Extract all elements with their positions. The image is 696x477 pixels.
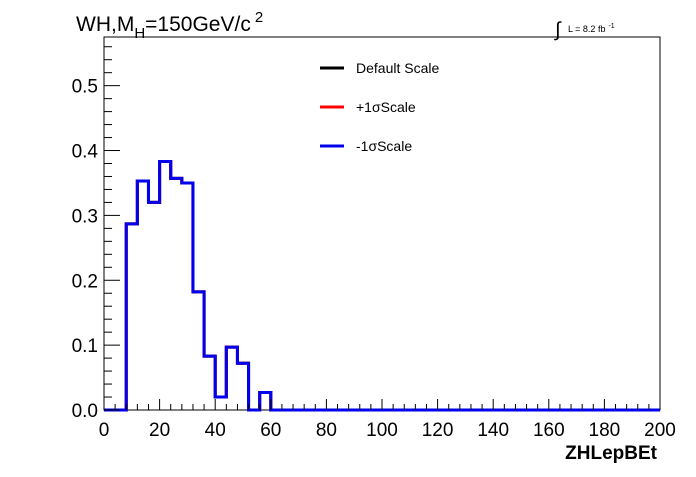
y-tick-label: 0.2: [72, 271, 98, 292]
integral-symbol: ∫: [554, 19, 562, 41]
title-rest: =150GeV/c: [145, 13, 251, 36]
y-tick-label: 0.3: [72, 206, 98, 227]
y-tick-label: 0.4: [72, 142, 99, 163]
x-tick-label: 160: [533, 420, 565, 441]
series-line-0: [104, 160, 660, 412]
luminosity-label: ∫ L = 8.2 fb -1: [554, 19, 615, 41]
x-tick-label: 140: [477, 420, 509, 441]
luminosity-text: L = 8.2 fb -1: [568, 23, 615, 34]
x-tick-label: 40: [205, 420, 226, 441]
title-subscript: H: [134, 25, 145, 42]
title-main: WH,M: [76, 13, 134, 36]
y-tick-label: 0.1: [72, 336, 98, 357]
x-tick-label: 20: [149, 420, 170, 441]
x-tick-label: 80: [316, 420, 337, 441]
y-tick-label: 0.5: [72, 77, 98, 98]
x-tick-label: 180: [589, 420, 621, 441]
x-axis: 0 20 40 60 80 100 120 140 160 180 200: [99, 399, 676, 441]
series-line-2: [104, 160, 660, 412]
x-tick-label: 200: [644, 420, 676, 441]
x-tick-label: 100: [366, 420, 398, 441]
legend: Default Scale +1σScale -1σScale: [320, 60, 439, 154]
title-superscript: 2: [255, 9, 263, 26]
y-tick-label: 0.0: [72, 401, 98, 422]
x-axis-label: ZHLepBEt: [565, 443, 658, 464]
x-tick-label: 120: [422, 420, 454, 441]
series-layer: [104, 160, 660, 412]
y-axis: 0.0 0.1 0.2 0.3 0.4 0.5: [72, 46, 120, 422]
series-line-1: [104, 160, 660, 412]
plot-frame: [103, 36, 661, 411]
chart-title: WH,MH=150GeV/c 2: [76, 9, 263, 42]
legend-label: +1σScale: [356, 99, 416, 115]
luminosity-superscript: -1: [608, 23, 614, 30]
luminosity-value: L = 8.2 fb: [568, 24, 605, 34]
x-tick-label: 0: [99, 420, 110, 441]
legend-label: -1σScale: [356, 138, 412, 154]
legend-label: Default Scale: [356, 60, 439, 76]
x-tick-label: 60: [260, 420, 281, 441]
